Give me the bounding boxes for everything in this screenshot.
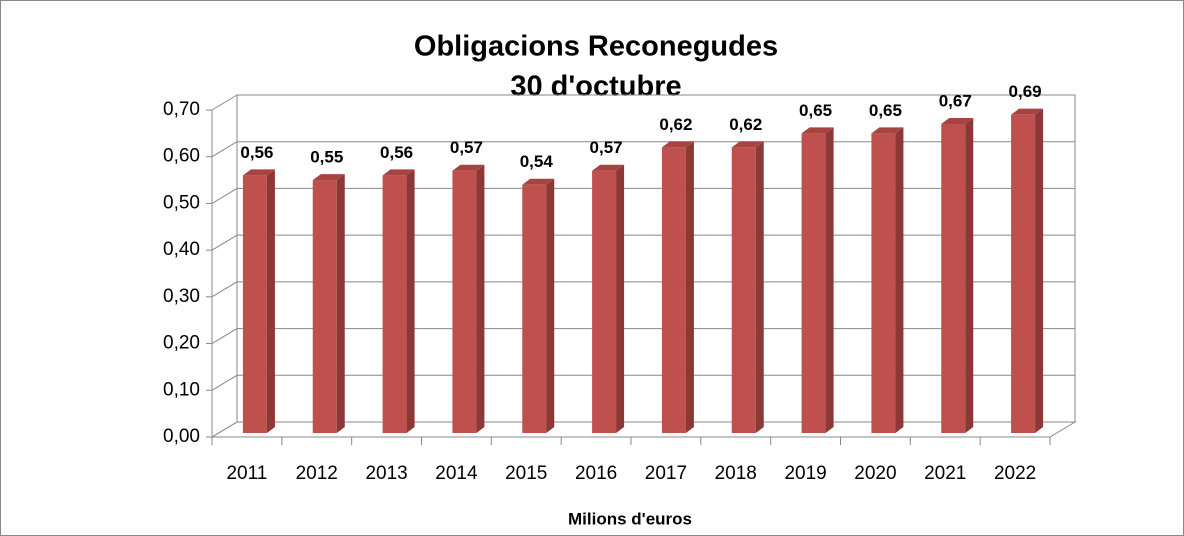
bar-face xyxy=(661,147,686,433)
bar-face xyxy=(592,170,617,433)
grid-diagonal xyxy=(211,281,238,298)
bar xyxy=(801,127,834,433)
y-tick-label: 0,10 xyxy=(163,379,200,400)
value-label: 0,67 xyxy=(939,91,972,110)
value-label: 0,55 xyxy=(310,148,343,167)
bar-face xyxy=(476,164,485,433)
bar-face xyxy=(1035,108,1044,434)
bar-face xyxy=(755,141,764,433)
bar-face xyxy=(312,174,345,181)
y-tick-label: 0,50 xyxy=(163,192,200,213)
bar-face xyxy=(801,127,834,134)
grid-diagonal xyxy=(211,421,238,438)
x-tick-label: 2019 xyxy=(784,463,826,484)
bar-face xyxy=(1011,114,1036,434)
bar-face xyxy=(825,127,834,433)
value-label: 0,56 xyxy=(380,143,413,162)
bar-face xyxy=(731,147,756,433)
bar-face xyxy=(731,141,764,148)
y-tick-label: 0,00 xyxy=(163,426,200,447)
value-label: 0,62 xyxy=(729,115,762,134)
y-tick-label: 0,30 xyxy=(163,286,200,307)
bar xyxy=(731,141,764,433)
grid-diagonal xyxy=(211,374,238,391)
bar xyxy=(452,164,485,433)
y-tick-label: 0,20 xyxy=(163,333,200,354)
bar-face xyxy=(592,164,625,171)
bar-face xyxy=(266,169,275,433)
bar-face xyxy=(522,184,547,433)
bar-face xyxy=(941,118,974,125)
bar xyxy=(1011,108,1044,434)
bar-face xyxy=(871,133,896,433)
x-tick-label: 2015 xyxy=(505,463,547,484)
x-tick-label: 2016 xyxy=(575,463,617,484)
value-label: 0,57 xyxy=(590,138,623,157)
grid-diagonal xyxy=(211,187,238,204)
x-tick-label: 2013 xyxy=(365,463,407,484)
grid-diagonal xyxy=(211,234,238,251)
bar-face xyxy=(661,141,694,148)
x-tick-label: 2020 xyxy=(854,463,896,484)
bar xyxy=(242,169,275,433)
bar-face xyxy=(336,174,345,434)
bar-face xyxy=(312,180,337,433)
bar-face xyxy=(546,178,555,433)
value-label: 0,56 xyxy=(240,143,273,162)
chart-subtitle: 30 d'octubre xyxy=(510,71,681,103)
bar-face xyxy=(452,164,485,171)
bar-face xyxy=(382,175,407,433)
grid-diagonal xyxy=(211,328,238,345)
bar-face xyxy=(382,169,415,176)
bar-face xyxy=(616,164,625,433)
bar-face xyxy=(522,178,555,185)
y-tick-label: 0,70 xyxy=(163,99,200,120)
bar-face xyxy=(801,133,826,433)
value-label: 0,62 xyxy=(659,115,692,134)
x-axis-label: Milions d'euros xyxy=(568,509,692,528)
bar xyxy=(382,169,415,433)
x-tick-label: 2017 xyxy=(645,463,687,484)
bar-face xyxy=(871,127,904,134)
y-tick-label: 0,60 xyxy=(163,146,200,167)
grid-diagonal xyxy=(211,94,238,111)
x-tick-label: 2021 xyxy=(924,463,966,484)
bar xyxy=(522,178,555,433)
grid-diagonal xyxy=(211,141,238,158)
bar-face xyxy=(406,169,415,433)
x-tick-label: 2012 xyxy=(296,463,338,484)
x-tick-label: 2014 xyxy=(435,463,478,484)
bar xyxy=(592,164,625,433)
x-tick-label: 2022 xyxy=(994,463,1036,484)
bar-face xyxy=(452,170,477,433)
value-label: 0,57 xyxy=(450,138,483,157)
value-label: 0,65 xyxy=(799,101,832,120)
bar xyxy=(871,127,904,433)
bar xyxy=(312,174,345,434)
bar-face xyxy=(895,127,904,433)
chart-title: Obligacions Reconegudes xyxy=(414,31,778,63)
bar-face xyxy=(242,175,267,433)
bar-face xyxy=(965,118,974,433)
y-tick-label: 0,40 xyxy=(163,239,200,260)
x-tick-label: 2011 xyxy=(226,463,267,484)
value-label: 0,65 xyxy=(869,101,902,120)
x-tick-label: 2018 xyxy=(715,463,757,484)
bar xyxy=(661,141,694,433)
bar-face xyxy=(242,169,275,176)
value-label: 0,54 xyxy=(520,152,554,171)
bar xyxy=(941,118,974,433)
bar-face xyxy=(685,141,694,433)
bar-face xyxy=(1011,108,1044,115)
value-label: 0,69 xyxy=(1009,82,1042,101)
bar-face xyxy=(941,124,966,433)
